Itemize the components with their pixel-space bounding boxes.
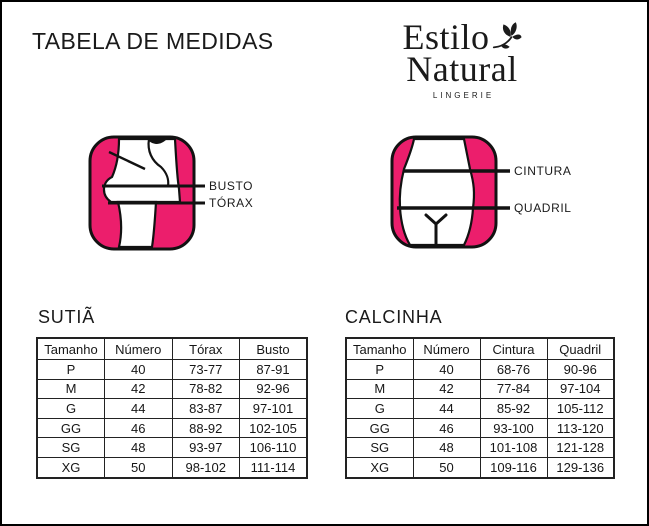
bra-hair-wedge bbox=[147, 139, 167, 144]
table-cell: 93-100 bbox=[479, 417, 548, 439]
table-cell: 44 bbox=[412, 398, 481, 419]
table-cell: 83-87 bbox=[171, 398, 240, 419]
torax-label: TÓRAX bbox=[209, 195, 253, 210]
flower-icon bbox=[492, 22, 522, 49]
table-cell: 46 bbox=[412, 417, 481, 439]
page-title: TABELA DE MEDIDAS bbox=[32, 28, 274, 54]
brand-subtitle: LINGERIE bbox=[432, 91, 495, 100]
table-cell: 111-114 bbox=[239, 456, 308, 479]
column-header: Número bbox=[104, 337, 173, 360]
cintura-label: CINTURA bbox=[514, 164, 572, 178]
table-cell: 44 bbox=[104, 398, 173, 419]
table-cell: 90-96 bbox=[546, 359, 615, 380]
bra-section-title: SUTIÃ bbox=[38, 307, 96, 327]
table-cell: 106-110 bbox=[239, 437, 308, 458]
table-cell: XG bbox=[36, 456, 105, 479]
table-cell: 85-92 bbox=[479, 398, 548, 419]
table-cell: 73-77 bbox=[171, 359, 240, 380]
table-row: G 44 83-87 97-101 bbox=[36, 398, 308, 419]
table-cell: GG bbox=[345, 417, 414, 439]
table-cell: 40 bbox=[104, 359, 173, 380]
table-cell: XG bbox=[345, 456, 414, 479]
table-cell: 88-92 bbox=[171, 417, 240, 439]
column-header: Quadril bbox=[546, 337, 615, 360]
table-cell: 93-97 bbox=[171, 437, 240, 458]
panty-hips-shape bbox=[398, 137, 476, 247]
table-row: M 42 77-84 97-104 bbox=[345, 378, 615, 400]
bra-measurement-diagram: BUSTO TÓRAX bbox=[88, 135, 253, 251]
table-cell: P bbox=[345, 359, 414, 380]
table-row: SG 48 101-108 121-128 bbox=[345, 437, 615, 458]
table-cell: 42 bbox=[104, 378, 173, 400]
table-cell: SG bbox=[36, 437, 105, 458]
table-row: G 44 85-92 105-112 bbox=[345, 398, 615, 419]
table-cell: 97-104 bbox=[546, 378, 615, 400]
brand-name-line2: Natural bbox=[406, 49, 518, 89]
table-cell: 92-96 bbox=[239, 378, 308, 400]
table-cell: 98-102 bbox=[171, 456, 240, 479]
panty-crotch-line bbox=[424, 213, 448, 247]
bra-size-table: Tamanho Número Tórax Busto P 40 73-77 87… bbox=[36, 337, 308, 479]
table-cell: P bbox=[36, 359, 105, 380]
table-cell: 109-116 bbox=[479, 456, 548, 479]
table-cell: 97-101 bbox=[239, 398, 308, 419]
table-cell: 42 bbox=[412, 378, 481, 400]
table-cell: 78-82 bbox=[171, 378, 240, 400]
table-cell: 101-108 bbox=[479, 437, 548, 458]
panty-size-table: Tamanho Número Cintura Quadril P 40 68-7… bbox=[345, 337, 615, 479]
brand-name-line1: Estilo bbox=[402, 17, 490, 57]
table-row: P 40 73-77 87-91 bbox=[36, 359, 308, 380]
table-cell: 40 bbox=[412, 359, 481, 380]
column-header: Busto bbox=[239, 337, 308, 360]
quadril-label: QUADRIL bbox=[514, 201, 572, 215]
table-cell: 105-112 bbox=[546, 398, 615, 419]
bra-body-contour-line bbox=[147, 138, 170, 187]
column-header: Tamanho bbox=[36, 337, 105, 360]
table-cell: 121-128 bbox=[546, 437, 615, 458]
column-header: Tamanho bbox=[345, 337, 414, 360]
bra-torso-lower-shape bbox=[116, 200, 158, 249]
table-cell: 113-120 bbox=[546, 417, 615, 439]
column-header: Número bbox=[412, 337, 481, 360]
column-header: Cintura bbox=[479, 337, 548, 360]
table-cell: GG bbox=[36, 417, 105, 439]
table-row: XG 50 109-116 129-136 bbox=[345, 456, 615, 479]
panty-section-title: CALCINHA bbox=[345, 307, 443, 327]
panty-measurement-diagram: CINTURA QUADRIL bbox=[390, 135, 572, 249]
table-cell: 50 bbox=[104, 456, 173, 479]
table-cell: 129-136 bbox=[546, 456, 615, 479]
table-cell: 87-91 bbox=[239, 359, 308, 380]
table-cell: SG bbox=[345, 437, 414, 458]
column-header: Tórax bbox=[171, 337, 240, 360]
table-cell: M bbox=[36, 378, 105, 400]
bra-shoulder-line bbox=[108, 150, 146, 171]
table-cell: 48 bbox=[412, 437, 481, 458]
table-cell: 50 bbox=[412, 456, 481, 479]
table-row: GG 46 88-92 102-105 bbox=[36, 417, 308, 439]
brand-logo: Estilo Natural LINGERIE bbox=[394, 17, 530, 100]
table-cell: 68-76 bbox=[479, 359, 548, 380]
table-row: GG 46 93-100 113-120 bbox=[345, 417, 615, 439]
busto-label: BUSTO bbox=[209, 179, 253, 193]
table-cell: G bbox=[345, 398, 414, 419]
table-cell: 102-105 bbox=[239, 417, 308, 439]
table-cell: 77-84 bbox=[479, 378, 548, 400]
table-row: P 40 68-76 90-96 bbox=[345, 359, 615, 380]
table-cell: 46 bbox=[104, 417, 173, 439]
table-row: SG 48 93-97 106-110 bbox=[36, 437, 308, 458]
table-cell: 48 bbox=[104, 437, 173, 458]
table-row: M 42 78-82 92-96 bbox=[36, 378, 308, 400]
table-cell: G bbox=[36, 398, 105, 419]
table-row: XG 50 98-102 111-114 bbox=[36, 456, 308, 479]
panty-header-row: Tamanho Número Cintura Quadril bbox=[345, 337, 615, 360]
brand-logo-row: Estilo bbox=[394, 17, 530, 57]
table-cell: M bbox=[345, 378, 414, 400]
bra-header-row: Tamanho Número Tórax Busto bbox=[36, 337, 308, 360]
